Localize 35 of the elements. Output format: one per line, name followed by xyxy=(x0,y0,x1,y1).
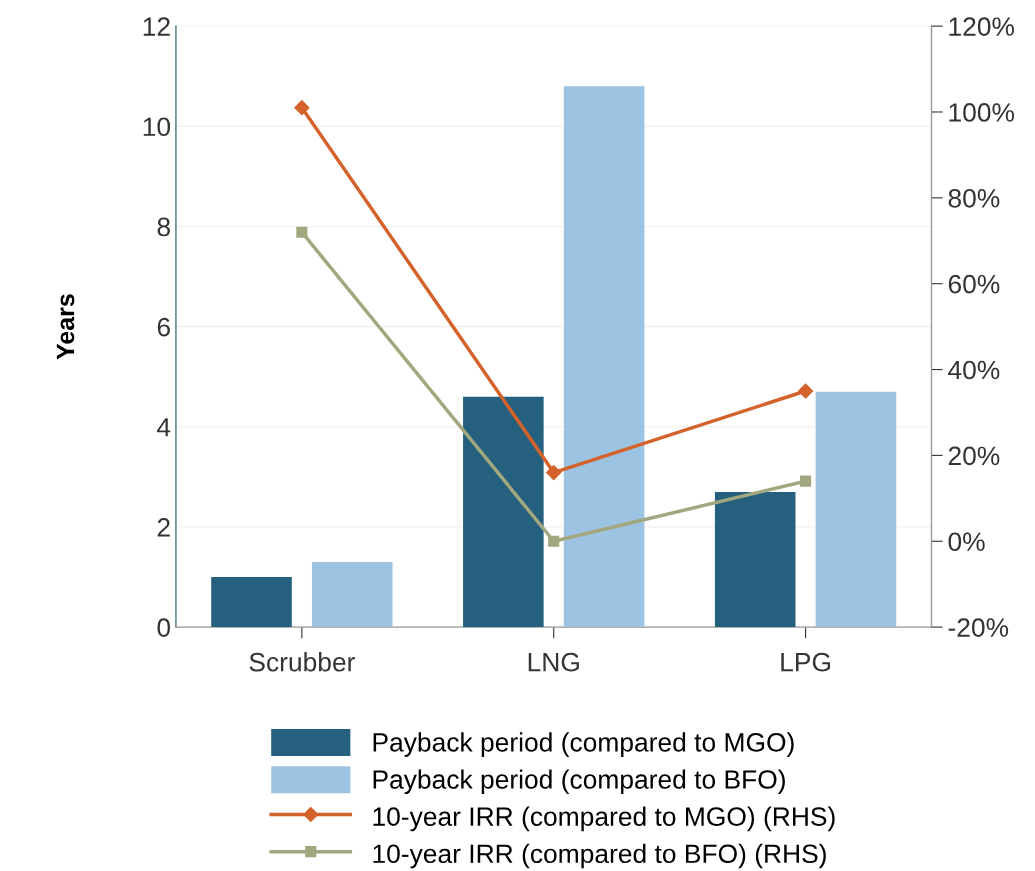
legend-label: 10-year IRR (compared to MGO) (RHS) xyxy=(373,806,835,832)
y-tick-label: 8 xyxy=(157,217,170,237)
y-tick-label: 12 xyxy=(143,17,170,36)
y-tick-label: 6 xyxy=(157,317,170,337)
y2-tick-label: 100% xyxy=(949,103,1015,122)
y-tick-label: 0 xyxy=(157,618,171,637)
bar xyxy=(714,491,796,628)
y2-tick-label: 0% xyxy=(948,532,985,552)
bar xyxy=(563,86,645,628)
point xyxy=(800,475,812,487)
point xyxy=(548,535,560,547)
x-tick-label: Scrubber xyxy=(249,652,355,672)
y2-tick-label: 40% xyxy=(948,360,1000,380)
point xyxy=(296,226,308,238)
legend-label: 10-year IRR (compared to BFO) (RHS) xyxy=(373,843,826,869)
y2-tick-label: 120% xyxy=(949,17,1015,36)
bar xyxy=(815,391,897,628)
legend-label: Payback period (compared to BFO) xyxy=(373,769,785,795)
x-tick-label: LNG xyxy=(528,652,579,672)
bar xyxy=(463,396,544,628)
bar xyxy=(211,577,292,628)
x-tick-label: LPG xyxy=(781,652,831,672)
point xyxy=(798,383,814,399)
bar xyxy=(311,562,393,628)
point xyxy=(546,465,562,481)
y2-tick-label: 60% xyxy=(948,274,1000,294)
legend-label: Payback period (compared to MGO) xyxy=(373,732,794,757)
y2-tick-label: -20% xyxy=(948,618,1009,637)
y-tick-label: 10 xyxy=(143,117,171,137)
y-tick-label: 4 xyxy=(157,418,171,437)
y-axis-title: Years xyxy=(56,294,75,360)
y2-tick-label: 80% xyxy=(948,188,1000,208)
y2-tick-label: 20% xyxy=(948,446,1000,466)
point xyxy=(294,100,310,116)
y-tick-label: 2 xyxy=(157,518,170,537)
